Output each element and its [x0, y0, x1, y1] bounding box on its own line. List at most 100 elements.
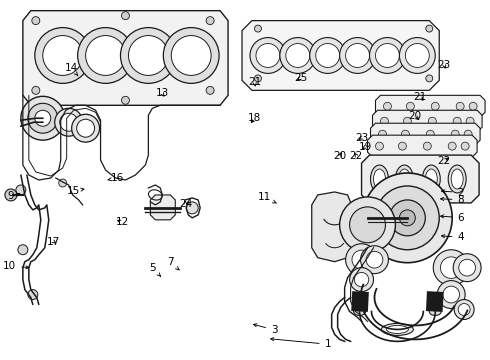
Polygon shape: [370, 123, 480, 145]
Circle shape: [448, 142, 456, 150]
Circle shape: [469, 102, 477, 110]
Circle shape: [35, 28, 91, 84]
Circle shape: [18, 245, 28, 255]
Text: 2: 2: [441, 188, 464, 198]
Text: 3: 3: [253, 324, 278, 335]
Circle shape: [352, 250, 371, 269]
Circle shape: [122, 96, 129, 104]
Text: 4: 4: [441, 232, 464, 242]
Ellipse shape: [373, 169, 386, 189]
Circle shape: [86, 36, 125, 75]
Circle shape: [426, 25, 433, 32]
Circle shape: [163, 28, 219, 84]
Circle shape: [423, 142, 431, 150]
Text: 13: 13: [155, 88, 169, 98]
Circle shape: [378, 130, 387, 138]
Circle shape: [453, 254, 481, 282]
Circle shape: [349, 207, 386, 243]
Circle shape: [206, 17, 214, 24]
Circle shape: [443, 286, 460, 303]
Text: 23: 23: [356, 133, 369, 143]
Circle shape: [405, 44, 429, 67]
Circle shape: [433, 250, 469, 285]
Circle shape: [206, 86, 214, 94]
Ellipse shape: [398, 169, 410, 189]
Polygon shape: [362, 155, 479, 203]
Circle shape: [286, 44, 310, 67]
Text: 16: 16: [108, 173, 124, 183]
Circle shape: [401, 130, 409, 138]
Circle shape: [464, 130, 472, 138]
Text: 17: 17: [47, 237, 60, 247]
Ellipse shape: [451, 169, 463, 189]
Polygon shape: [242, 21, 439, 90]
Circle shape: [35, 110, 51, 126]
Polygon shape: [312, 192, 352, 262]
Text: 5: 5: [149, 263, 161, 276]
Text: 11: 11: [258, 192, 276, 203]
Circle shape: [406, 102, 415, 110]
Circle shape: [403, 117, 412, 125]
Circle shape: [122, 12, 129, 20]
Circle shape: [345, 44, 369, 67]
Circle shape: [77, 28, 133, 84]
Circle shape: [369, 37, 405, 73]
Circle shape: [121, 28, 176, 84]
Circle shape: [172, 36, 211, 75]
Text: 18: 18: [248, 113, 261, 123]
Polygon shape: [372, 110, 482, 132]
Circle shape: [375, 186, 439, 250]
Circle shape: [254, 75, 262, 82]
Circle shape: [55, 108, 83, 136]
Text: 23: 23: [438, 59, 451, 69]
Circle shape: [60, 113, 77, 131]
Polygon shape: [368, 135, 477, 157]
Circle shape: [32, 17, 40, 24]
Circle shape: [43, 36, 83, 75]
Ellipse shape: [429, 307, 441, 315]
Text: 20: 20: [334, 150, 347, 161]
Circle shape: [466, 117, 474, 125]
Circle shape: [128, 36, 168, 75]
Polygon shape: [375, 95, 485, 117]
Circle shape: [280, 37, 316, 73]
Circle shape: [399, 210, 416, 226]
Circle shape: [375, 44, 399, 67]
Circle shape: [390, 200, 425, 236]
Circle shape: [384, 102, 392, 110]
Circle shape: [340, 37, 375, 73]
Ellipse shape: [422, 165, 440, 193]
Circle shape: [186, 202, 198, 214]
Circle shape: [380, 117, 389, 125]
Text: 10: 10: [3, 261, 29, 271]
Circle shape: [21, 96, 65, 140]
Circle shape: [451, 130, 459, 138]
Circle shape: [366, 251, 383, 268]
Circle shape: [28, 103, 58, 133]
Circle shape: [5, 189, 17, 201]
Circle shape: [16, 185, 26, 195]
Circle shape: [250, 37, 286, 73]
Circle shape: [459, 259, 475, 276]
Circle shape: [456, 102, 464, 110]
Text: 22: 22: [350, 150, 363, 161]
Text: 24: 24: [179, 199, 192, 210]
Circle shape: [256, 44, 280, 67]
Polygon shape: [150, 195, 175, 220]
Circle shape: [398, 142, 406, 150]
Circle shape: [72, 114, 99, 142]
Ellipse shape: [395, 165, 414, 193]
Circle shape: [254, 25, 262, 32]
Circle shape: [454, 300, 474, 319]
Text: 22: 22: [438, 156, 451, 166]
Text: 8: 8: [441, 195, 464, 205]
Text: 1: 1: [271, 338, 331, 349]
Circle shape: [431, 102, 439, 110]
Text: 9: 9: [7, 191, 20, 201]
Circle shape: [76, 119, 95, 137]
Ellipse shape: [354, 307, 366, 315]
Polygon shape: [23, 11, 228, 105]
Circle shape: [461, 142, 469, 150]
Circle shape: [426, 130, 434, 138]
Ellipse shape: [382, 323, 414, 336]
